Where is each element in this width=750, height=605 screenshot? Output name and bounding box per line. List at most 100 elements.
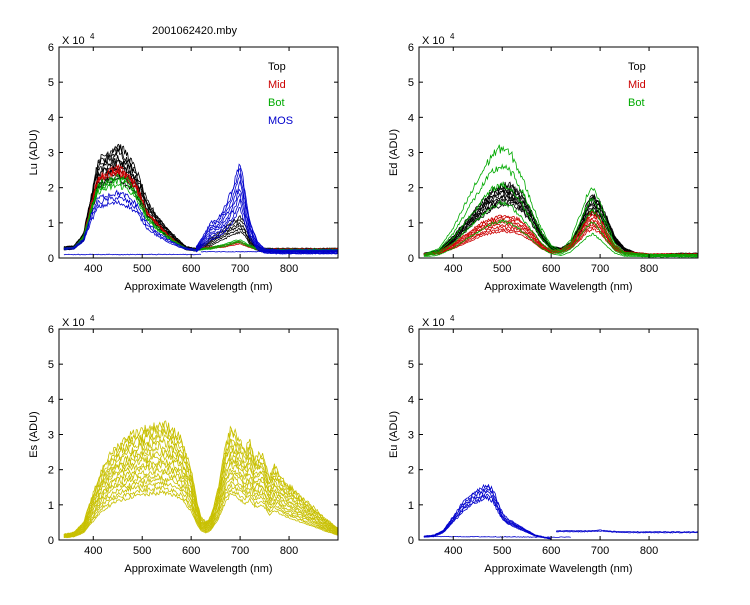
- series-line-es: [63, 448, 338, 537]
- series-line-eu-red: [556, 529, 698, 533]
- y-tick-label: 6: [408, 324, 414, 336]
- series-line-es: [63, 485, 338, 539]
- legend-entry-mid: Mid: [628, 79, 646, 91]
- series-line-eu: [423, 483, 552, 540]
- x-tick-label: 600: [542, 545, 560, 557]
- x-tick-label: 600: [182, 263, 200, 275]
- exponent-label: X 10: [422, 317, 445, 329]
- series-line-mos-red: [195, 198, 338, 254]
- series-line-es: [63, 424, 338, 535]
- y-axis-label: Eu (ADU): [388, 411, 400, 458]
- x-axis-label: Approximate Wavelength (nm): [484, 563, 632, 575]
- panel-es: 400 500 600 700 800 0 1 2 3 4 5 6 X 10 4 Approximate …: [28, 314, 339, 575]
- x-tick-label: 700: [231, 263, 249, 275]
- panel-ed: 400 500 600 700 800 0 1 2 3 4 5 6 X 10 4 Approximate …: [388, 32, 699, 293]
- series-line-es: [63, 461, 338, 537]
- x-tick-label: 500: [133, 545, 151, 557]
- exponent-label: X 10: [62, 317, 85, 329]
- series-line-bot: [423, 181, 698, 257]
- y-tick-label: 2: [408, 465, 414, 477]
- y-tick-label: 4: [408, 112, 414, 124]
- legend-entry-mos: MOS: [268, 115, 293, 127]
- y-tick-label: 3: [48, 148, 54, 160]
- y-tick-label: 6: [408, 42, 414, 54]
- y-axis-label: Es (ADU): [28, 411, 40, 457]
- exponent-power: 4: [450, 314, 455, 323]
- exponent-power: 4: [450, 32, 455, 41]
- panel-eu: 400 500 600 700 800 0 1 2 3 4 5 6 X 10 4 Approximate …: [388, 314, 699, 575]
- series-line-es: [63, 452, 338, 537]
- axis-frame: [418, 46, 699, 259]
- series-group: [423, 483, 698, 540]
- x-tick-label: 400: [84, 545, 102, 557]
- y-tick-label: 5: [408, 77, 414, 89]
- x-tick-label: 500: [133, 263, 151, 275]
- series-line-mos-red: [195, 193, 338, 254]
- legend-entry-top: Top: [268, 61, 286, 73]
- series-line-eu-red: [555, 530, 698, 534]
- y-tick-label: 0: [48, 253, 54, 265]
- y-tick-label: 2: [48, 183, 54, 195]
- series-line-bot: [423, 163, 698, 256]
- series-line-mos: [63, 199, 197, 252]
- series-line-mos-red: [195, 188, 338, 253]
- legend-entry-bot: Bot: [268, 97, 285, 109]
- y-tick-label: 4: [408, 394, 414, 406]
- exponent-label: X 10: [422, 35, 445, 47]
- series-line-top: [423, 197, 698, 256]
- series-line-es: [63, 480, 338, 538]
- y-tick-label: 3: [48, 430, 54, 442]
- series-line-bot: [63, 173, 197, 250]
- y-tick-label: 0: [408, 253, 414, 265]
- series-line-mos-red: [195, 167, 338, 252]
- y-tick-label: 6: [48, 42, 54, 54]
- x-tick-label: 800: [640, 263, 658, 275]
- y-tick-label: 5: [48, 77, 54, 89]
- x-tick-label: 400: [84, 263, 102, 275]
- series-group: [63, 420, 338, 539]
- y-tick-label: 5: [48, 359, 54, 371]
- series-line-top: [63, 145, 197, 250]
- series-line-es: [63, 420, 338, 535]
- exponent-power: 4: [90, 32, 95, 41]
- y-tick-label: 3: [408, 430, 414, 442]
- series-line-bot: [423, 218, 698, 258]
- x-tick-label: 800: [280, 263, 298, 275]
- panel-lu: 400 500 600 700 800 0 1 2 3 4 5 6 X 10 4 Approximate …: [28, 25, 339, 293]
- x-tick-label: 700: [231, 545, 249, 557]
- y-axis-label: Ed (ADU): [388, 129, 400, 176]
- y-tick-label: 0: [408, 535, 414, 547]
- series-line-mos-flat2: [200, 250, 338, 253]
- y-tick-label: 1: [48, 500, 54, 512]
- legend-entry-bot: Bot: [628, 97, 645, 109]
- x-tick-label: 600: [182, 545, 200, 557]
- axis-frame: [58, 46, 339, 259]
- series-line-top: [63, 143, 197, 249]
- x-tick-label: 700: [591, 545, 609, 557]
- legend-entry-mid: Mid: [268, 79, 286, 91]
- series-line-mos: [63, 195, 197, 251]
- series-line-mos: [63, 189, 197, 251]
- y-tick-label: 5: [408, 359, 414, 371]
- exponent-label: X 10: [62, 35, 85, 47]
- x-tick-label: 400: [444, 263, 462, 275]
- y-tick-label: 2: [48, 465, 54, 477]
- legend-entry-top: Top: [628, 61, 646, 73]
- x-axis-label: Approximate Wavelength (nm): [124, 281, 272, 293]
- y-tick-label: 4: [48, 394, 54, 406]
- x-tick-label: 800: [640, 545, 658, 557]
- y-tick-label: 4: [48, 112, 54, 124]
- series-line-es: [63, 443, 338, 536]
- y-tick-label: 6: [48, 324, 54, 336]
- series-line-es: [63, 474, 338, 538]
- series-line-mos-red: [195, 173, 338, 252]
- y-tick-label: 0: [48, 535, 54, 547]
- series-group: [423, 144, 698, 258]
- series-group: [63, 143, 338, 256]
- series-line-es: [63, 470, 338, 538]
- y-tick-label: 1: [48, 218, 54, 230]
- y-tick-label: 1: [408, 218, 414, 230]
- series-line-bot: [63, 178, 197, 251]
